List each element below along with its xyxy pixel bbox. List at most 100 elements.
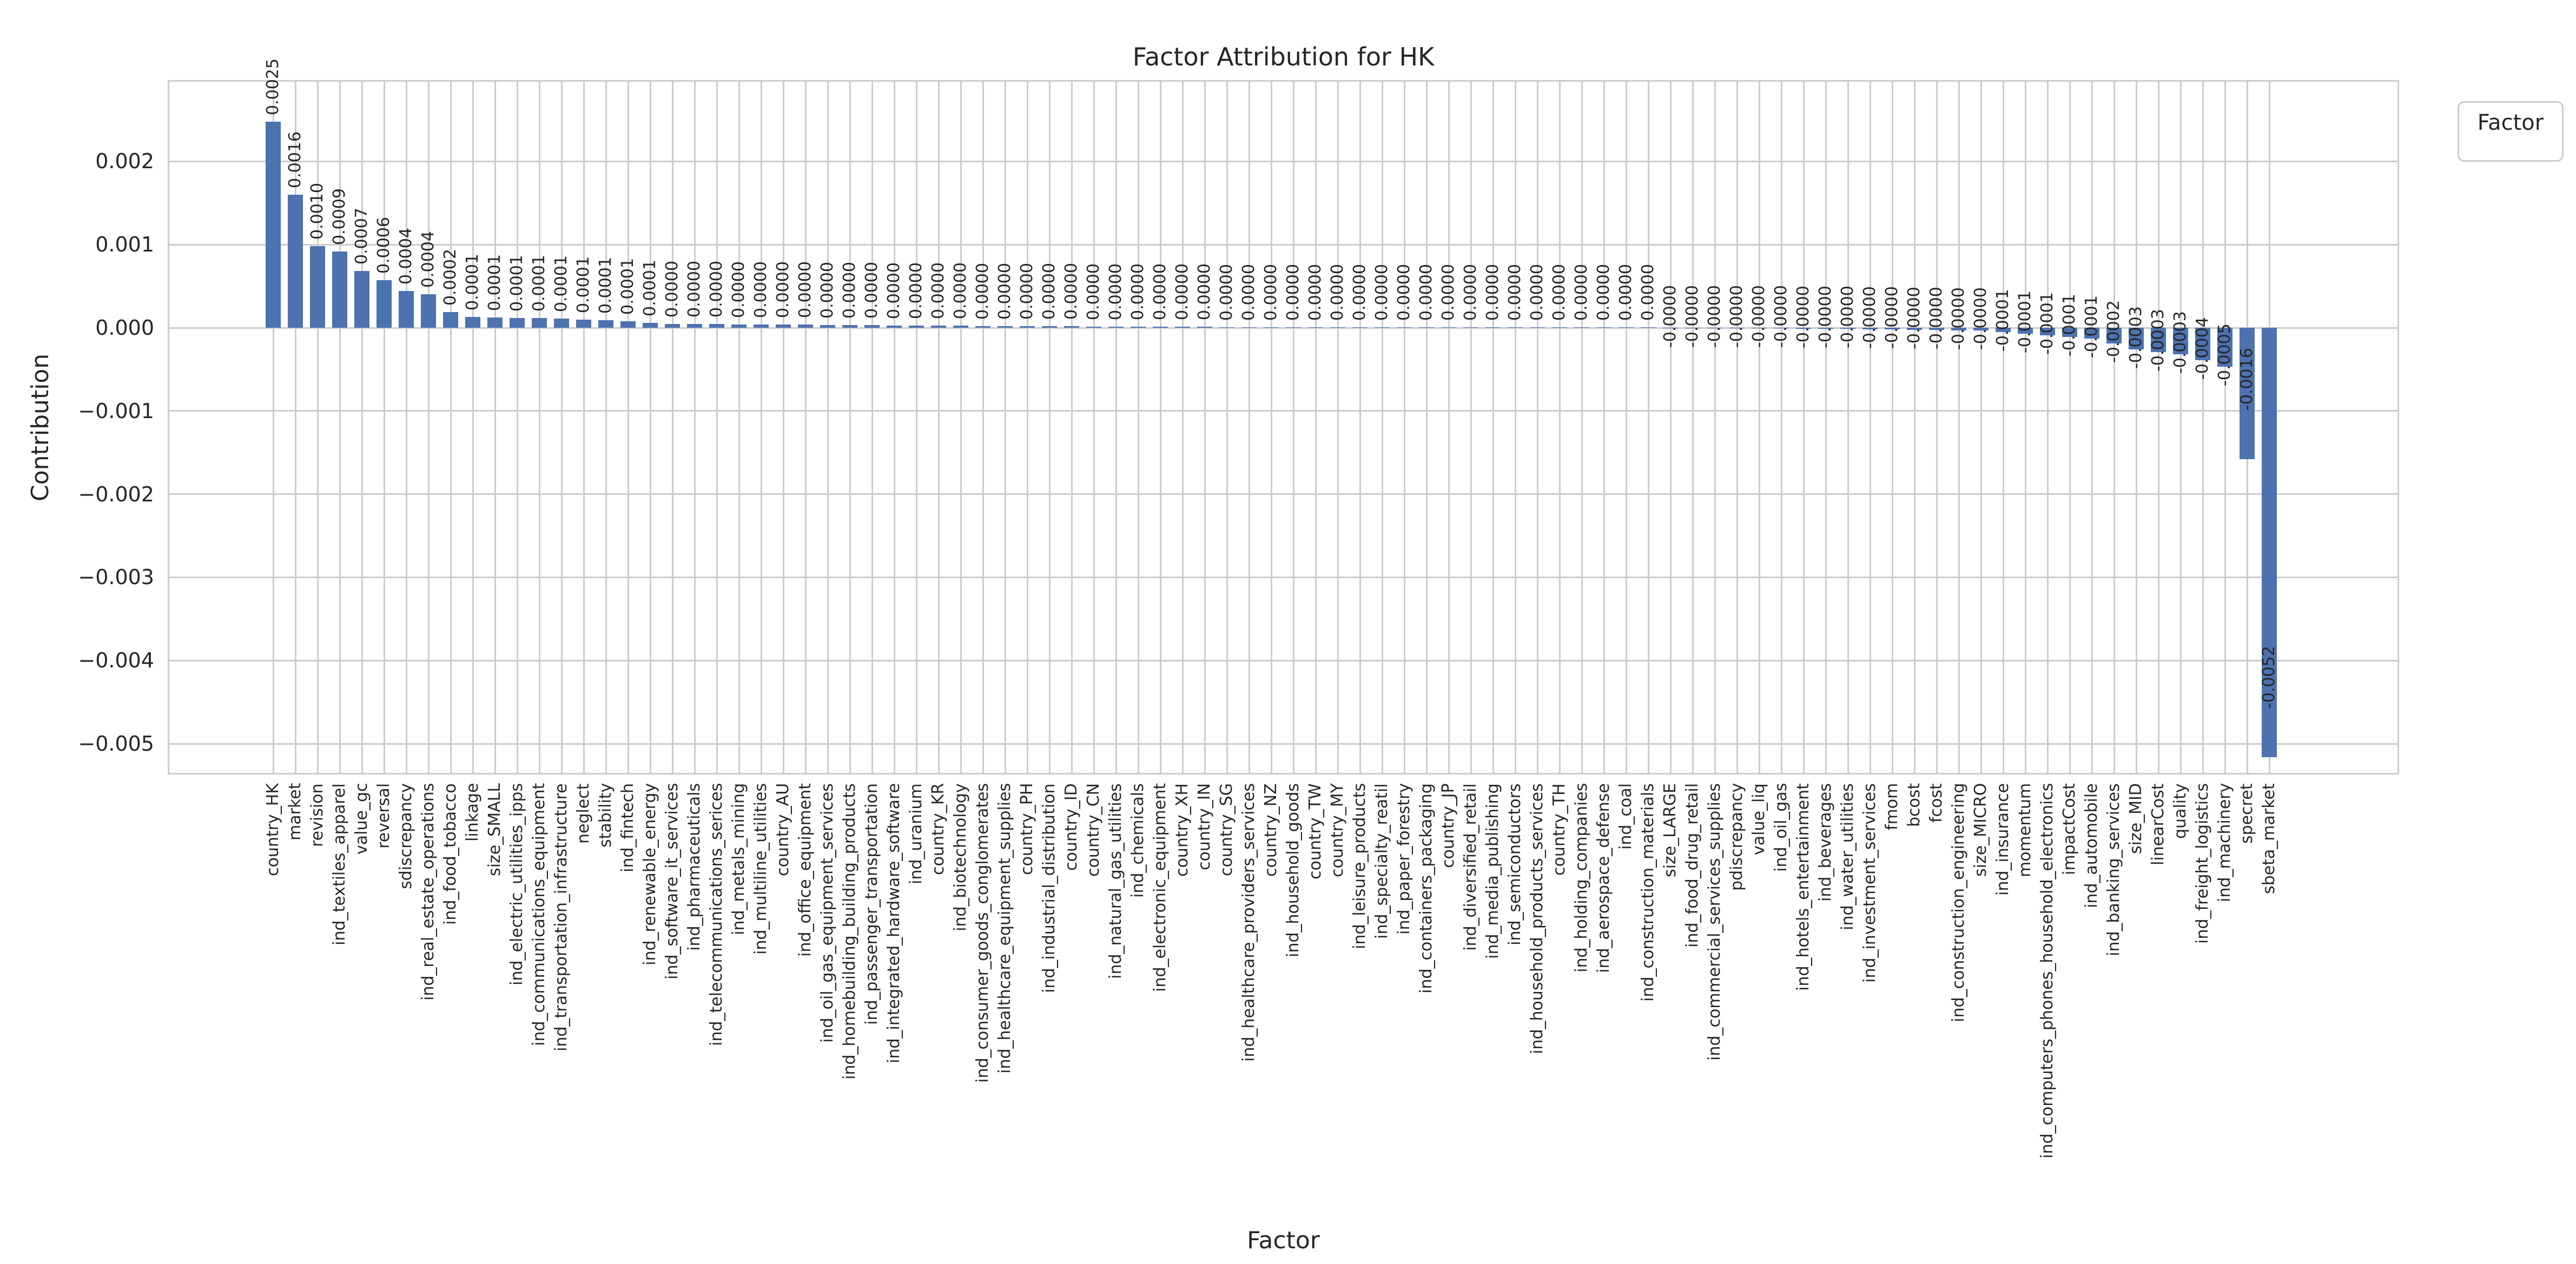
bar	[266, 121, 281, 328]
bar-value-label: 0.0000	[663, 260, 682, 317]
x-tick-label: ind_computers_phones_household_electroni…	[2038, 783, 2057, 1159]
x-tick-label: ind_biotechnology	[951, 783, 970, 931]
bar	[554, 319, 569, 328]
bar-value-label: 0.0001	[596, 257, 615, 314]
x-tick-label: ind_banking_services	[2104, 783, 2123, 956]
bar	[1131, 327, 1146, 328]
bar-value-label: -0.0001	[1993, 289, 2012, 352]
x-axis-title: Factor	[1247, 1227, 1320, 1254]
x-tick-label: specret	[2237, 783, 2256, 844]
bar	[1308, 327, 1323, 328]
bar-value-label: 0.0000	[1151, 263, 1170, 321]
h-gridline	[168, 743, 2399, 745]
h-gridline	[168, 410, 2399, 412]
bar-value-label: 0.0000	[1483, 264, 1502, 321]
bar-value-label: 0.0010	[308, 183, 327, 240]
v-gridline	[1869, 80, 1871, 775]
x-tick-label: ind_coal	[1616, 783, 1635, 850]
x-tick-label: ind_integrated_hardware_software	[884, 783, 903, 1063]
bar-value-label: 0.0000	[1639, 264, 1657, 321]
bar-value-label: -0.0000	[1683, 285, 1702, 348]
x-tick-label: ind_chemicals	[1128, 783, 1147, 898]
v-gridline	[1647, 80, 1649, 775]
bar-value-label: 0.0000	[1306, 263, 1325, 321]
bar	[2240, 328, 2255, 459]
x-tick-label: size_MID	[2126, 783, 2145, 854]
v-gridline	[1248, 80, 1250, 775]
bar	[1064, 326, 1079, 328]
bar-value-label: 0.0000	[818, 261, 837, 319]
x-tick-label: ind_freight_logistics	[2193, 783, 2212, 944]
v-gridline	[804, 80, 807, 775]
v-gridline	[450, 80, 452, 775]
bar	[1241, 327, 1257, 328]
y-axis-title: Contribution	[27, 353, 54, 501]
bar-value-label: -0.0004	[2193, 317, 2212, 380]
bar	[443, 312, 458, 328]
v-gridline	[1071, 80, 1073, 775]
bar	[643, 322, 658, 328]
bar-value-label: 0.0000	[707, 261, 726, 318]
v-gridline	[1137, 80, 1139, 775]
v-gridline	[1048, 80, 1051, 775]
x-tick-label: fcost	[1927, 783, 1946, 823]
v-gridline	[871, 80, 873, 775]
chart-title: Factor Attribution for HK	[1132, 42, 1435, 71]
bar-value-label: 0.0000	[907, 262, 926, 319]
x-tick-label: ind_pharmaceuticals	[685, 783, 704, 951]
bar	[2195, 328, 2210, 360]
v-gridline	[2179, 80, 2182, 775]
bar	[1153, 327, 1168, 328]
x-tick-label: revision	[308, 783, 327, 847]
bar-value-label: -0.0000	[1816, 286, 1835, 348]
v-gridline	[1692, 80, 1694, 775]
bar	[1619, 327, 1634, 328]
bar	[1818, 328, 1833, 329]
y-tick-label: 0.000	[95, 316, 154, 340]
h-gridline	[168, 659, 2399, 661]
v-gridline	[1337, 80, 1339, 775]
y-tick-label: −0.005	[78, 732, 154, 756]
v-gridline	[1226, 80, 1228, 775]
bar-value-label: 0.0000	[685, 260, 704, 317]
bar	[2173, 328, 2188, 355]
x-tick-label: ind_communications_equipment	[530, 783, 549, 1046]
bar	[998, 326, 1013, 328]
y-tick-label: 0.001	[95, 233, 154, 257]
bar	[2106, 328, 2122, 344]
v-gridline	[1026, 80, 1028, 775]
v-gridline	[405, 80, 407, 775]
bar-value-label: 0.0000	[1505, 264, 1524, 321]
bar	[1862, 328, 1878, 329]
v-gridline	[339, 80, 341, 775]
v-gridline	[2069, 80, 2071, 775]
bar-value-label: -0.0000	[1794, 285, 1813, 348]
bar-value-label: -0.0052	[2260, 645, 2278, 709]
bar-value-label: 0.0000	[1395, 264, 1414, 321]
v-gridline	[2046, 80, 2049, 775]
y-tick-label: 0.002	[95, 149, 154, 174]
bar	[2040, 328, 2055, 335]
v-gridline	[760, 80, 762, 775]
bar	[1020, 326, 1035, 328]
bar	[1951, 328, 1966, 330]
v-gridline	[893, 80, 895, 775]
x-tick-label: fmom	[1883, 783, 1901, 830]
bar-value-label: 0.0016	[286, 131, 305, 188]
bar	[1996, 328, 2011, 333]
bar-value-label: 0.0000	[1461, 264, 1480, 321]
bar	[1086, 326, 1101, 328]
bar	[399, 291, 414, 328]
x-tick-label: ind_oil_gas_equipment_services	[818, 783, 837, 1043]
bar-value-label: 0.0000	[1528, 264, 1547, 321]
bar-value-label: 0.0004	[419, 231, 438, 288]
v-gridline	[1181, 80, 1184, 775]
v-gridline	[583, 80, 585, 775]
bar	[354, 271, 369, 328]
v-gridline	[2202, 80, 2204, 775]
x-tick-label: value_gc	[352, 783, 371, 855]
x-tick-label: pdiscrepancy	[1727, 783, 1746, 891]
x-tick-label: ind_industrial_distribution	[1040, 783, 1059, 993]
x-tick-label: country_XH	[1173, 783, 1192, 877]
